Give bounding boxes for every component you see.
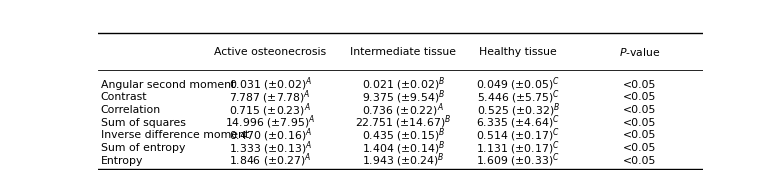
Text: 1.943 (±0.24)$^{B}$: 1.943 (±0.24)$^{B}$	[362, 152, 444, 169]
Text: 0.470 (±0.16)$^{A}$: 0.470 (±0.16)$^{A}$	[229, 126, 312, 144]
Text: 6.335 (±4.64)$^{C}$: 6.335 (±4.64)$^{C}$	[476, 114, 560, 131]
Text: 0.031 (±0.02)$^{A}$: 0.031 (±0.02)$^{A}$	[229, 76, 312, 93]
Text: Intermediate tissue: Intermediate tissue	[351, 47, 456, 57]
Text: 1.609 (±0.33)$^{C}$: 1.609 (±0.33)$^{C}$	[476, 152, 560, 169]
Text: Sum of entropy: Sum of entropy	[101, 143, 185, 153]
Text: 0.021 (±0.02)$^{B}$: 0.021 (±0.02)$^{B}$	[362, 76, 445, 93]
Text: Angular second moment: Angular second moment	[101, 80, 235, 90]
Text: 1.846 (±0.27)$^{A}$: 1.846 (±0.27)$^{A}$	[229, 152, 312, 169]
Text: 22.751 (±14.67)$^{B}$: 22.751 (±14.67)$^{B}$	[355, 114, 451, 131]
Text: Entropy: Entropy	[101, 156, 143, 166]
Text: Sum of squares: Sum of squares	[101, 118, 186, 128]
Text: 0.736 (±0.22)$^{A}$: 0.736 (±0.22)$^{A}$	[362, 101, 444, 119]
Text: 0.049 (±0.05)$^{C}$: 0.049 (±0.05)$^{C}$	[476, 76, 560, 93]
Text: Inverse difference moment: Inverse difference moment	[101, 130, 249, 140]
Text: <0.05: <0.05	[622, 143, 656, 153]
Text: 7.787 (±7.78)$^{A}$: 7.787 (±7.78)$^{A}$	[230, 89, 311, 106]
Text: <0.05: <0.05	[622, 156, 656, 166]
Text: <0.05: <0.05	[622, 92, 656, 102]
Text: <0.05: <0.05	[622, 130, 656, 140]
Text: <0.05: <0.05	[622, 80, 656, 90]
Text: 9.375 (±9.54)$^{B}$: 9.375 (±9.54)$^{B}$	[362, 89, 445, 106]
Text: 0.435 (±0.15)$^{B}$: 0.435 (±0.15)$^{B}$	[362, 126, 445, 144]
Text: Contrast: Contrast	[101, 92, 147, 102]
Text: $\mathit{P}$-value: $\mathit{P}$-value	[619, 46, 660, 58]
Text: Active osteonecrosis: Active osteonecrosis	[214, 47, 326, 57]
Text: 1.131 (±0.17)$^{C}$: 1.131 (±0.17)$^{C}$	[476, 139, 560, 157]
Text: 0.525 (±0.32)$^{B}$: 0.525 (±0.32)$^{B}$	[476, 101, 560, 119]
Text: 1.404 (±0.14)$^{B}$: 1.404 (±0.14)$^{B}$	[362, 139, 445, 157]
Text: <0.05: <0.05	[622, 118, 656, 128]
Text: 0.514 (±0.17)$^{C}$: 0.514 (±0.17)$^{C}$	[476, 126, 560, 144]
Text: Correlation: Correlation	[101, 105, 161, 115]
Text: 5.446 (±5.75)$^{C}$: 5.446 (±5.75)$^{C}$	[477, 89, 560, 106]
Text: Healthy tissue: Healthy tissue	[480, 47, 557, 57]
Text: 14.996 (±7.95)$^{A}$: 14.996 (±7.95)$^{A}$	[225, 114, 316, 131]
Text: 1.333 (±0.13)$^{A}$: 1.333 (±0.13)$^{A}$	[229, 139, 312, 157]
Text: <0.05: <0.05	[622, 105, 656, 115]
Text: 0.715 (±0.23)$^{A}$: 0.715 (±0.23)$^{A}$	[230, 101, 311, 119]
